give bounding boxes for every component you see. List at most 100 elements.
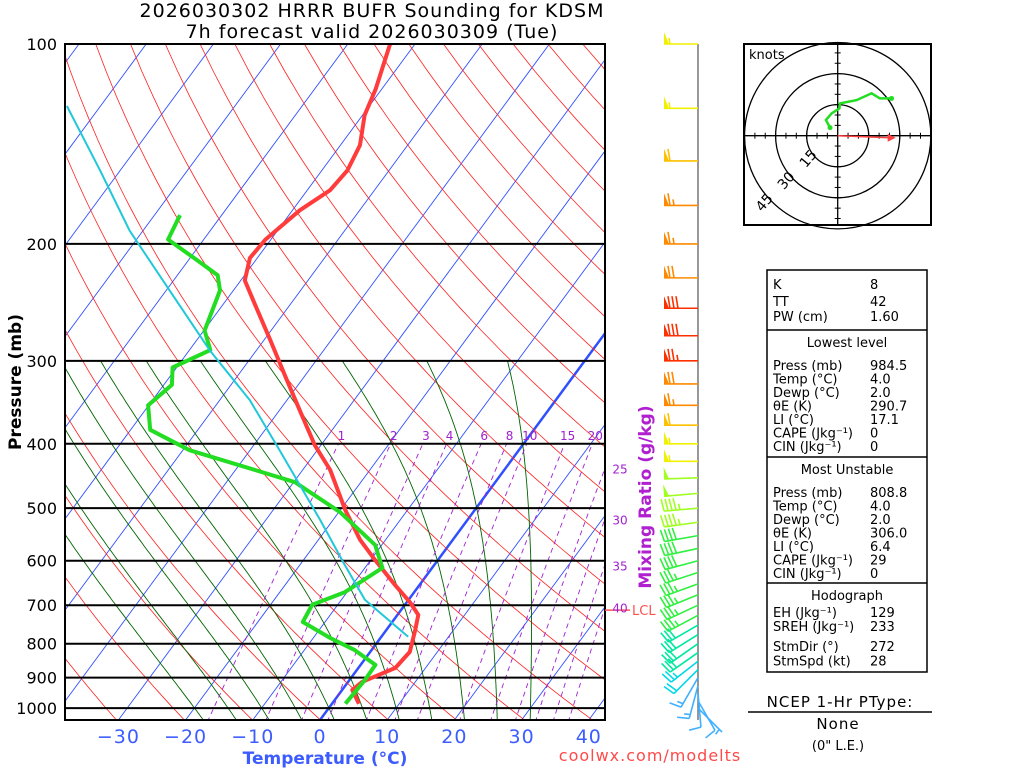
wind-barb — [677, 685, 699, 720]
wind-barb — [664, 296, 698, 310]
dry-adiabat-line — [338, 44, 605, 360]
wind-barb-tick — [668, 498, 673, 511]
wind-barb-staff — [665, 583, 699, 597]
hodograph-end-marker — [889, 95, 895, 101]
wind-barb-staff — [667, 614, 699, 632]
wind-barb-half-tick — [668, 102, 671, 109]
wind-barb-half-tick — [672, 672, 679, 678]
wind-barb-tick — [659, 543, 666, 556]
temperature-tick-label: 30 — [509, 726, 535, 748]
stats-value: 984.5 — [870, 359, 907, 374]
sounding-traces — [66, 44, 421, 705]
wind-barb-tick — [664, 498, 669, 511]
mixing-ratio-label: 30 — [612, 513, 627, 527]
wind-barb-tick — [671, 513, 677, 526]
wind-barb-flag — [664, 296, 669, 309]
wind-barb-flag — [664, 231, 669, 244]
wind-barb-flag — [664, 323, 669, 336]
pressure-tick-label: 1000 — [16, 699, 57, 718]
temperature-tick-label: −20 — [164, 726, 207, 748]
wind-barb — [663, 484, 699, 498]
stats-value: 2.0 — [870, 513, 891, 528]
wind-barb — [664, 265, 698, 279]
stats-value: 0 — [870, 567, 878, 582]
stats-value: 306.0 — [870, 527, 907, 542]
wind-barb-tick — [671, 296, 675, 309]
wind-barb-half-tick — [677, 503, 681, 510]
wind-barb-flag — [664, 148, 669, 161]
isotherm-line — [65, 44, 550, 703]
wind-barb-tick — [664, 651, 674, 662]
wind-barb-half-tick — [674, 620, 680, 627]
wind-barb-staff — [670, 660, 699, 683]
isotherm-line — [386, 423, 605, 720]
ptype-amount: (0" L.E.) — [812, 739, 864, 754]
wind-barb — [659, 604, 699, 621]
moist-adiabat-line — [145, 360, 368, 720]
wind-barb-flag — [663, 466, 670, 479]
mixing-ratio-axis-label: Mixing Ratio (g/kg) — [636, 405, 656, 588]
wind-barb-tick — [663, 630, 673, 641]
wind-barb-tick — [659, 596, 668, 608]
wind-barb — [659, 541, 699, 557]
wind-barb-tick — [675, 323, 679, 336]
wind-barb-tick — [677, 716, 690, 720]
wind-barb-tick — [661, 662, 671, 673]
isotherm-line — [252, 241, 605, 720]
mixing-ratio-line — [301, 443, 424, 720]
wind-barb — [659, 555, 699, 571]
mixing-ratio-label: 1 — [338, 429, 346, 443]
stats-value: 129 — [870, 606, 895, 621]
ptype-panel: NCEP 1-Hr PType: None (0" L.E.) — [748, 693, 932, 754]
wind-barb-tick — [663, 583, 671, 595]
dry-adiabat-line — [65, 328, 390, 720]
wind-barb-tick — [663, 685, 675, 695]
wind-barb — [664, 323, 698, 337]
wind-barb-staff — [666, 604, 699, 621]
wind-barb-half-tick — [672, 199, 675, 206]
mixing-ratio-line — [394, 443, 508, 720]
credit-link[interactable]: coolwx.com/modelts — [559, 746, 741, 765]
wind-barb-tick — [667, 528, 674, 541]
wind-barb-flag — [664, 32, 669, 44]
wind-barb-tick — [667, 371, 671, 385]
pressure-tick-label: 900 — [26, 669, 57, 688]
mixing-ratio-label: 15 — [560, 429, 575, 443]
mixing-ratio-label: 10 — [522, 429, 537, 443]
wind-barb — [661, 660, 699, 683]
stats-label: StmSpd (kt) — [773, 655, 851, 670]
wind-barb-flag — [664, 96, 669, 109]
stats-value: 4.0 — [870, 373, 891, 388]
stats-section-title: Hodograph — [811, 589, 883, 604]
temperature-tick-label: −10 — [231, 726, 274, 748]
temperature-tick-label: 0 — [313, 726, 326, 748]
wind-barb-staff — [663, 476, 699, 480]
wind-barb-tick — [660, 642, 670, 654]
title-line-2: 7h forecast valid 2026030309 (Tue) — [186, 21, 559, 43]
stats-value: 4.0 — [870, 500, 891, 515]
wind-barb-tick — [667, 617, 676, 629]
wind-barb — [661, 651, 699, 673]
pressure-tick-label: 800 — [26, 635, 57, 654]
wind-barb-flag — [664, 413, 669, 426]
wind-barb-tick — [666, 569, 674, 581]
wind-barb — [664, 348, 698, 362]
wind-barb-tick — [667, 265, 671, 279]
stats-value: 290.7 — [870, 400, 907, 415]
wind-barb — [663, 668, 699, 695]
wind-barb-half-tick — [673, 573, 678, 580]
stats-label: Dewp (°C) — [773, 386, 840, 401]
stats-value: 808.8 — [870, 486, 907, 501]
dry-adiabat-line — [65, 494, 253, 720]
pressure-tick-label: 300 — [26, 352, 57, 371]
stats-label: TT — [772, 295, 789, 310]
wind-barb-tick — [688, 726, 702, 731]
wind-barb-tick — [667, 542, 674, 555]
mixing-ratio-label: 4 — [446, 429, 454, 443]
wind-barb-tick — [667, 413, 671, 426]
stats-value: 28 — [870, 655, 887, 670]
wind-barb-tick — [671, 371, 675, 385]
wind-barb-tick — [659, 609, 668, 621]
stats-label: StmDir (°) — [773, 640, 839, 655]
wind-barb-tick — [667, 296, 671, 309]
